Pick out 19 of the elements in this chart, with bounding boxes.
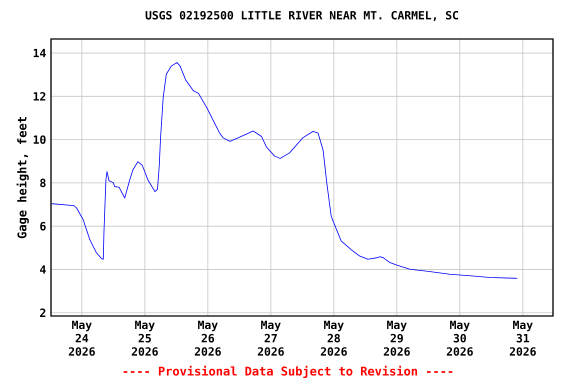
y-tick-label: 4	[40, 265, 46, 274]
x-tick-label: May 28 2026	[320, 320, 347, 356]
y-tick-label: 12	[34, 92, 46, 101]
x-tick-label: May 27 2026	[258, 320, 284, 356]
x-tick-label: May 29 2026	[384, 320, 410, 356]
y-tick-label: 8	[40, 178, 46, 188]
text: ---- Provisional Data Subject to Revision ----	[124, 366, 452, 378]
y-axis-title: Gage height, feet	[16, 117, 29, 238]
x-tick-label: May 31 2026	[510, 320, 536, 356]
x-tick-label: May 24 2026	[68, 320, 95, 356]
y-tick-label: 6	[40, 222, 46, 230]
y-tick-label: 10	[34, 135, 46, 144]
y-tick-label: 14	[34, 48, 46, 58]
x-tick-label: May 26 2026	[194, 320, 221, 356]
x-tick-label: May 30 2026	[446, 320, 473, 356]
line-series	[51, 62, 518, 279]
chart-title: USGS 02192500 LITTLE RIVER NEAR MT. CARMEL, SC	[146, 10, 458, 21]
y-tick-label: 2	[40, 308, 46, 317]
x-tick-label: May 25 2026	[132, 320, 158, 356]
